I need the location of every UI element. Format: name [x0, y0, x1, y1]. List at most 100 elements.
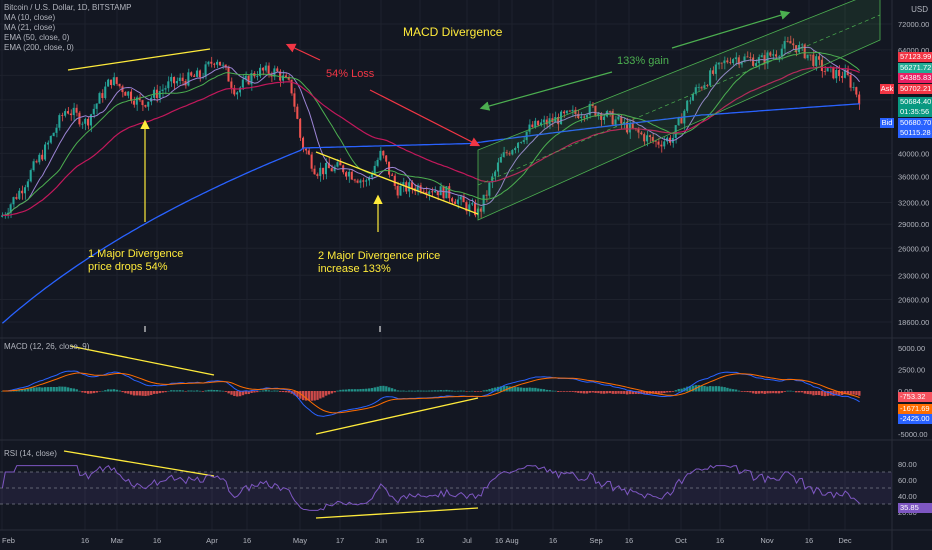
- candle-body: [141, 100, 144, 106]
- macd-hist-bar: [370, 388, 374, 392]
- candle-body: [230, 81, 233, 88]
- macd-hist-bar: [431, 390, 434, 392]
- macd-hist-bar: [388, 387, 391, 392]
- macd-hist-bar: [514, 387, 517, 392]
- time-axis-label: 16: [416, 536, 424, 545]
- candle-body: [585, 115, 588, 118]
- macd-hist-bar: [691, 385, 695, 392]
- candle-body: [92, 108, 95, 115]
- candle-body: [198, 70, 201, 78]
- candle-body: [75, 107, 78, 113]
- candle-body: [227, 67, 230, 82]
- macd-hist-bar: [838, 391, 841, 396]
- candle-body: [680, 117, 683, 124]
- macd-hist-bar: [193, 390, 196, 392]
- macd-hist-bar: [683, 387, 686, 392]
- price-axis-label: 40000.00: [898, 149, 929, 158]
- candle-body: [769, 52, 772, 56]
- macd-hist-bar: [29, 388, 33, 392]
- macd-hist-bar: [792, 390, 795, 392]
- macd-hist-bar: [319, 391, 322, 399]
- macd-hist-bar: [846, 391, 850, 394]
- macd-hist-bar: [130, 391, 133, 395]
- macd-legend[interactable]: MACD (12, 26, close, 9): [4, 342, 89, 352]
- candle-body: [803, 44, 806, 59]
- macd-hist-bar: [562, 391, 566, 392]
- candle-body: [233, 87, 236, 95]
- macd-hist-bar: [78, 390, 81, 392]
- candle-body: [697, 87, 700, 88]
- candle-body: [668, 137, 671, 143]
- time-axis-label: 16: [495, 536, 503, 545]
- rsi-legend[interactable]: RSI (14, close): [4, 449, 57, 459]
- time-axis-label: May: [293, 536, 307, 545]
- macd-hist-bar: [410, 390, 414, 392]
- macd-hist-bar: [488, 388, 491, 392]
- macd-hist-bar: [686, 386, 689, 392]
- macd-hist-bar: [284, 391, 288, 393]
- candle-body: [545, 119, 548, 125]
- candle-body: [723, 60, 726, 64]
- macd-hist-bar: [273, 390, 276, 392]
- candle-body: [221, 64, 224, 66]
- macd-hist-bar: [428, 390, 431, 392]
- candle-body: [279, 71, 282, 81]
- candle-body: [806, 54, 809, 59]
- channel-midline: [477, 14, 881, 186]
- ask-label: Ask: [880, 84, 894, 94]
- candle-body: [84, 118, 87, 124]
- legend-ema50[interactable]: EMA (50, close, 0): [4, 33, 70, 42]
- candle-body: [224, 64, 227, 68]
- ma21-line: [2, 51, 860, 216]
- macd-hist-bar: [800, 391, 804, 393]
- macd-hist-bar: [511, 386, 514, 392]
- macd-hist-bar: [560, 391, 563, 392]
- candle-body: [353, 179, 356, 181]
- macd-hist-bar: [164, 391, 167, 393]
- macd-hist-bar: [671, 391, 675, 392]
- price-axis-label: 36000.00: [898, 173, 929, 182]
- macd-hist-bar: [330, 391, 334, 394]
- candle-body: [835, 70, 838, 79]
- candle-body: [345, 172, 348, 177]
- candle-body: [95, 103, 98, 109]
- candle-body: [213, 63, 216, 65]
- candle-body: [287, 77, 290, 80]
- macd-hist-bar: [26, 388, 30, 392]
- legend-ma21[interactable]: MA (21, close): [4, 23, 56, 32]
- macd-hist-bar: [737, 390, 741, 392]
- candle-body: [109, 79, 112, 86]
- macd-hist-bar: [605, 391, 609, 394]
- candle-body: [700, 87, 703, 89]
- symbol-title[interactable]: Bitcoin / U.S. Dollar, 1D, BITSTAMP: [4, 3, 132, 12]
- macd-hist-bar: [198, 390, 202, 392]
- macd-hist-bar: [574, 391, 577, 393]
- macd-hist-bar: [118, 390, 121, 392]
- macd-hist-bar: [333, 391, 336, 393]
- legend-ema200[interactable]: EMA (200, close, 0): [4, 43, 74, 52]
- macd-hist-bar: [307, 391, 311, 401]
- macd-hist-bar: [121, 391, 124, 393]
- candle-body: [6, 212, 9, 215]
- macd-hist-bar: [201, 391, 205, 392]
- macd-hist-bar: [32, 387, 35, 392]
- macd-hist-bar: [210, 389, 213, 392]
- candle-body: [436, 190, 439, 196]
- macd-hist-bar: [657, 391, 660, 394]
- candle-body: [55, 127, 58, 133]
- arrow-gain-right: [671, 10, 791, 49]
- candle-body: [508, 153, 511, 155]
- macd-hist-bar: [706, 386, 709, 392]
- ema200-line: [1, 103, 860, 324]
- macd-hist-bar: [422, 390, 425, 392]
- price-tag: 01:35:56: [898, 107, 932, 117]
- candle-body: [373, 165, 376, 175]
- macd-hist-bar: [373, 387, 377, 392]
- legend-ma10[interactable]: MA (10, close): [4, 13, 56, 22]
- annotation-gain: 133% gain: [617, 55, 669, 67]
- macd-hist-bar: [261, 390, 265, 392]
- candle-body: [244, 75, 247, 80]
- macd-hist-bar: [453, 390, 457, 392]
- candle-body: [428, 191, 431, 194]
